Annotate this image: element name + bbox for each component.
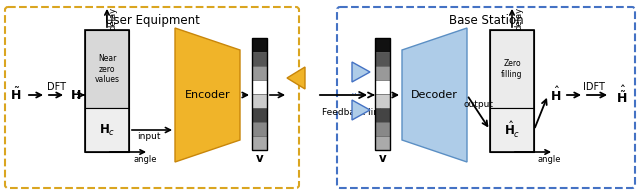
Bar [252, 38, 267, 150]
Text: IDFT: IDFT [583, 82, 605, 92]
Text: angle: angle [133, 155, 157, 164]
Bar [252, 52, 267, 66]
Polygon shape [402, 28, 467, 162]
Text: $\hat{\mathbf{H}}$: $\hat{\mathbf{H}}$ [550, 86, 562, 104]
Text: $\mathbf{v}$: $\mathbf{v}$ [255, 152, 264, 164]
Bar [252, 80, 267, 94]
Bar [375, 52, 390, 66]
Bar [490, 30, 534, 152]
Polygon shape [352, 62, 370, 82]
Text: $\tilde{\mathbf{H}}$: $\tilde{\mathbf{H}}$ [10, 87, 22, 103]
Text: $\mathbf{H}$: $\mathbf{H}$ [70, 89, 82, 102]
Bar [85, 30, 129, 108]
Bar [490, 108, 534, 152]
Bar [85, 30, 129, 152]
Text: Decoder: Decoder [411, 90, 458, 100]
Bar [375, 108, 390, 122]
Text: angle: angle [538, 155, 561, 164]
Polygon shape [352, 100, 370, 120]
Bar [375, 80, 390, 94]
Text: DFT: DFT [47, 82, 65, 92]
Text: Encoder: Encoder [185, 90, 230, 100]
Bar [252, 122, 267, 136]
Bar [490, 30, 534, 108]
Text: Zero
filling: Zero filling [501, 59, 523, 79]
Bar [252, 38, 267, 52]
Text: delay: delay [514, 6, 523, 30]
Text: $\hat{\mathbf{H}}_c$: $\hat{\mathbf{H}}_c$ [504, 120, 520, 140]
Bar [375, 136, 390, 150]
Text: ...: ... [351, 86, 362, 96]
Bar [375, 66, 390, 80]
Bar [375, 38, 390, 150]
Bar [252, 66, 267, 80]
Bar [252, 136, 267, 150]
Bar [375, 122, 390, 136]
Bar [375, 94, 390, 108]
Polygon shape [287, 67, 305, 89]
Text: $\hat{\tilde{\mathbf{H}}}$: $\hat{\tilde{\mathbf{H}}}$ [616, 84, 628, 106]
Bar [85, 108, 129, 152]
Text: Base Station: Base Station [449, 14, 524, 27]
Text: User Equipment: User Equipment [104, 14, 200, 27]
Text: Feedback link: Feedback link [322, 108, 384, 117]
Text: input: input [137, 132, 161, 141]
Polygon shape [175, 28, 240, 162]
Bar [252, 94, 267, 108]
Text: Near
zero
values: Near zero values [95, 54, 120, 84]
Text: delay: delay [109, 6, 118, 30]
Text: $\mathbf{v}$: $\mathbf{v}$ [378, 152, 387, 164]
Bar [252, 108, 267, 122]
Text: output: output [463, 100, 493, 109]
Text: $\mathbf{H}_c$: $\mathbf{H}_c$ [99, 122, 115, 138]
Bar [375, 38, 390, 52]
